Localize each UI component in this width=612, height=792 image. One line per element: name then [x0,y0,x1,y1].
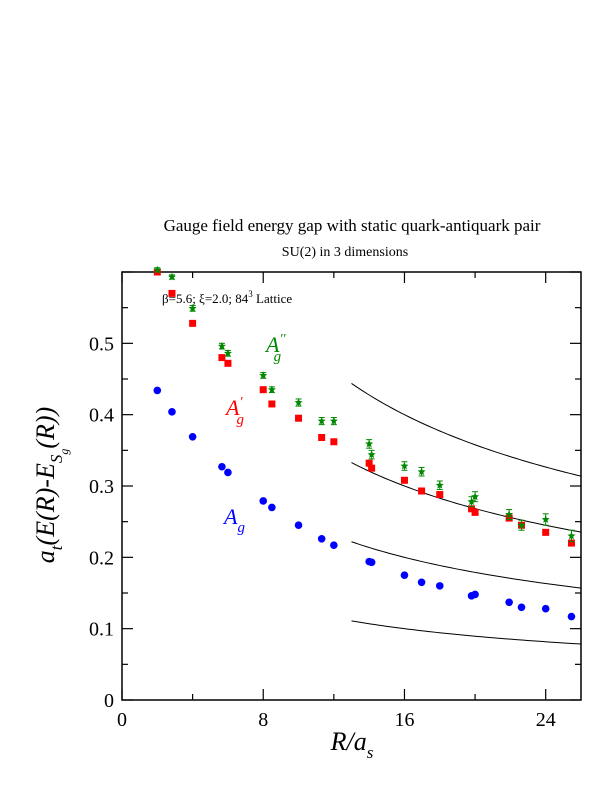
data-point-star [188,304,197,312]
y-tick-label: 0.5 [89,333,114,355]
curve-3 [351,541,582,589]
curve-2 [351,462,582,533]
data-point-square [295,414,303,422]
data-point-circle [471,590,479,599]
data-point-square [259,386,267,394]
data-point-square [368,464,376,472]
data-point-star [505,510,514,518]
y-tick-label: 0 [104,690,114,712]
axes: 0 8 16 24 0 0.1 0.2 0.3 0.4 0.5 [89,271,581,731]
data-point-star [153,265,162,274]
curve-1 [351,383,582,477]
data-point-square [400,476,408,484]
data-point-circle [153,386,162,395]
data-point-circle [317,534,326,543]
plot-frame [121,271,582,701]
data-point-circle [367,558,376,567]
y-tick-label: 0.3 [89,476,114,498]
data-point-circle [517,603,526,612]
curve-4 [351,620,582,645]
data-point-circle [168,408,176,416]
data-point-star [317,416,326,425]
data-point-square [471,508,479,516]
data-point-star [294,398,303,406]
series-label-a-g-prime: A′ g [224,395,245,428]
x-tick-label: 24 [536,709,556,731]
parameter-annotation: β=5.6; ξ=2.0; 843 Lattice [162,289,292,306]
series-label-a-g-double-prime: A′′ g [264,332,287,365]
data-point-star [223,349,232,357]
data-point-star [267,385,276,394]
data-point-circle [417,578,426,587]
data-point-square [168,289,176,297]
data-point-star [541,515,550,523]
series-2 [153,265,576,543]
data-points [153,265,576,621]
data-point-square [418,487,426,495]
data-point-square [542,528,550,536]
chart-subtitle: SU(2) in 3 dimensions [282,245,408,260]
y-axis-label: at(E(R)-ESg(R)) [31,407,71,563]
data-point-square [468,505,476,513]
chart-title: Gauge field energy gap with static quark… [164,216,541,235]
data-point-square [268,400,276,408]
data-point-star [567,531,576,540]
series-1 [153,268,575,547]
data-point-star [329,416,338,425]
x-tick-label: 16 [394,709,414,731]
series-label-a-g: Ag [222,504,245,536]
x-tick-label: 0 [117,709,127,731]
data-point-star [417,467,426,476]
data-point-circle [268,503,276,512]
data-point-circle [505,598,513,607]
data-point-star [217,341,226,350]
data-point-circle [224,468,232,477]
data-point-circle [330,541,338,550]
data-point-square [224,359,232,367]
y-tick-label: 0.1 [89,619,114,641]
y-tick-label: 0.2 [89,547,114,569]
data-point-circle [259,497,268,505]
data-point-star [365,439,374,448]
data-point-square [567,539,575,547]
data-point-square [436,491,444,499]
reference-curves [351,383,582,645]
data-point-star [435,481,444,489]
data-point-circle [218,462,226,471]
data-point-star [259,371,268,379]
data-point-square [365,459,373,467]
data-point-star [167,272,176,281]
data-point-star [517,521,526,529]
data-point-square [330,438,338,446]
data-point-circle [435,582,444,590]
data-point-square [189,319,197,327]
y-tick-label: 0.4 [89,405,114,427]
data-point-circle [400,571,409,579]
data-point-star [467,497,476,506]
data-point-circle [541,604,550,613]
data-point-square [218,354,226,362]
x-axis-label: R/as [330,727,374,762]
data-point-square [318,433,326,441]
series-0 [153,386,576,621]
x-tick-label: 8 [258,709,268,731]
data-point-circle [294,521,303,530]
data-point-star [400,461,409,470]
data-point-circle [567,612,576,621]
data-point-star [367,450,376,459]
data-point-star [471,492,480,501]
data-point-circle [188,432,197,441]
